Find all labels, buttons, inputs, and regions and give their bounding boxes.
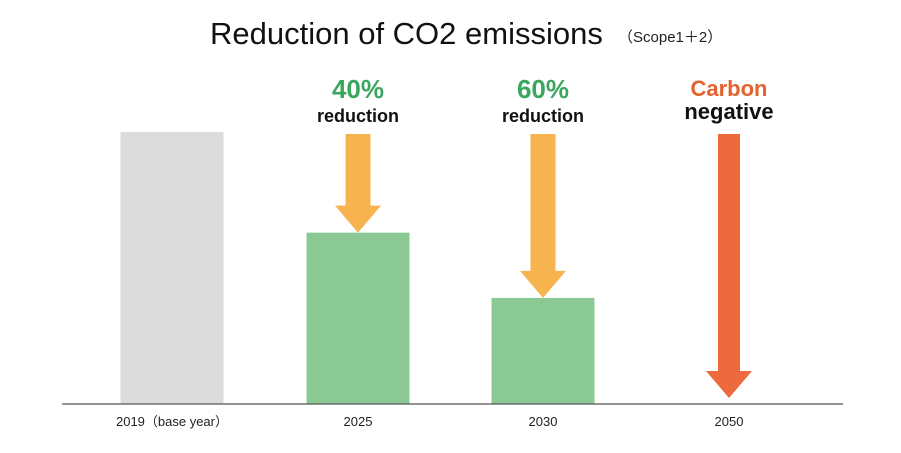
arrow-2050 (706, 134, 752, 398)
x-tick-label: 2050 (715, 414, 744, 429)
annotation-2030-subline: reduction (502, 106, 584, 126)
x-tick-label: 2030 (529, 414, 558, 429)
arrow-2025 (335, 134, 381, 233)
annotation-2050-subline: negative (684, 99, 773, 124)
annotation-2025-headline: 40% (332, 74, 384, 104)
annotation-2050-headline: Carbon (691, 76, 768, 101)
bars-group (120, 132, 595, 404)
chart-subtitle: （Scope1＋2） (618, 29, 722, 46)
bar-2025 (306, 232, 410, 404)
annotation-2030-headline: 60% (517, 74, 569, 104)
annotation-2025-subline: reduction (317, 106, 399, 126)
x-tick-label: 2019（base year） (116, 414, 228, 429)
bar-2030 (491, 297, 595, 404)
bar-2019-base-year (120, 132, 224, 404)
arrow-2030 (520, 134, 566, 298)
x-tick-label: 2025 (344, 414, 373, 429)
arrows-group (335, 134, 752, 398)
x-tick-labels: 2019（base year） 2025 2030 2050 (116, 414, 743, 429)
chart-title: Reduction of CO2 emissions (210, 16, 603, 51)
